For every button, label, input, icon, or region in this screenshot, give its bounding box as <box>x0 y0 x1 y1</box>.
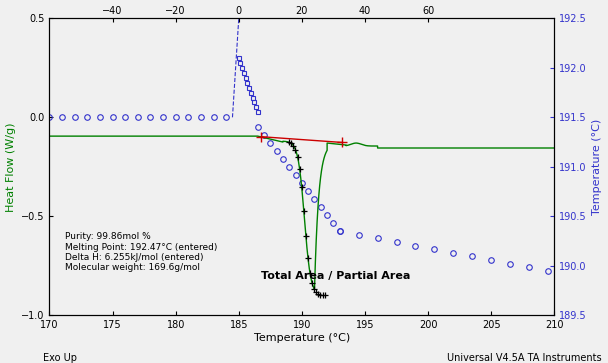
Text: Total Area / Partial Area: Total Area / Partial Area <box>261 271 411 281</box>
Text: Purity: 99.86mol %
Melting Point: 192.47°C (entered)
Delta H: 6.255kJ/mol (enter: Purity: 99.86mol % Melting Point: 192.47… <box>64 232 217 272</box>
X-axis label: Temperature (°C): Temperature (°C) <box>254 333 350 343</box>
Text: Universal V4.5A TA Instruments: Universal V4.5A TA Instruments <box>447 353 602 363</box>
Y-axis label: Heat Flow (W/g): Heat Flow (W/g) <box>5 122 16 212</box>
Text: Exo Up: Exo Up <box>43 353 77 363</box>
Y-axis label: Temperature (°C): Temperature (°C) <box>592 119 603 215</box>
